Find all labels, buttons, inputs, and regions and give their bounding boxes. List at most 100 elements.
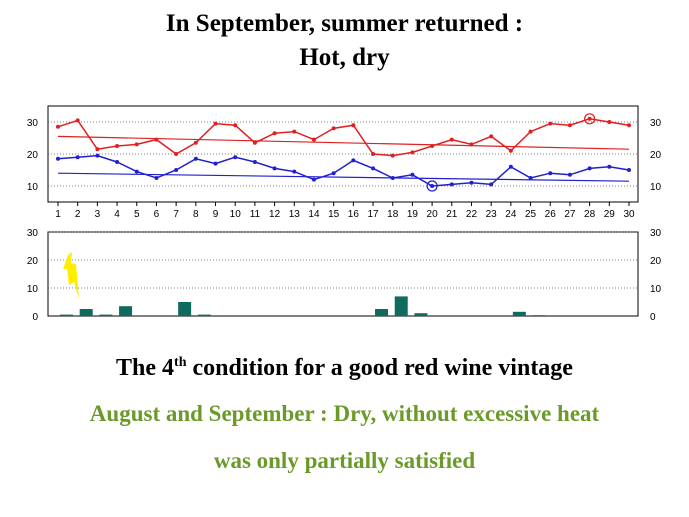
caption-line1: The 4th condition for a good red wine vi… bbox=[0, 355, 689, 382]
rain-y-tick-right: 30 bbox=[650, 228, 662, 239]
x-tick-label: 8 bbox=[193, 209, 199, 220]
temperature-point bbox=[213, 121, 218, 126]
temperature-point bbox=[489, 134, 494, 139]
lightning-icon bbox=[63, 252, 79, 299]
caption-line3: was only partially satisfied bbox=[213, 448, 476, 473]
x-tick-label: 4 bbox=[114, 209, 120, 220]
temperature-point bbox=[351, 123, 356, 128]
rain-bar bbox=[60, 314, 73, 316]
temperature-point bbox=[115, 160, 120, 164]
trend-line bbox=[57, 135, 630, 150]
rain-y-tick-left: 0 bbox=[32, 312, 38, 321]
temperature-point bbox=[548, 171, 553, 176]
temperature-point bbox=[272, 131, 277, 136]
rain-bar bbox=[532, 315, 546, 316]
rain-y-tick-right: 10 bbox=[650, 284, 662, 295]
caption-pre: The 4 bbox=[116, 355, 175, 381]
temperature-point bbox=[607, 120, 612, 124]
rain-y-tick-right: 0 bbox=[650, 312, 656, 321]
temperature-point bbox=[292, 169, 297, 174]
temperature-point bbox=[154, 176, 159, 180]
x-tick-label: 1 bbox=[55, 209, 61, 220]
x-tick-label: 7 bbox=[173, 209, 179, 220]
temperature-point bbox=[311, 137, 316, 142]
temperature-point bbox=[95, 147, 100, 152]
temperature-point bbox=[489, 182, 494, 187]
rain-y-tick-left: 10 bbox=[27, 284, 39, 295]
temperature-point bbox=[508, 164, 513, 169]
x-tick-label: 15 bbox=[328, 209, 340, 220]
temperature-point bbox=[548, 121, 553, 126]
highlight-circle bbox=[584, 113, 596, 125]
highlight-circle bbox=[426, 180, 438, 192]
x-tick-label: 13 bbox=[289, 209, 301, 220]
temperature-y-tick-right: 20 bbox=[650, 150, 662, 161]
x-tick-label: 23 bbox=[486, 209, 498, 220]
x-tick-label: 2 bbox=[75, 209, 81, 220]
rain-bar bbox=[178, 302, 192, 316]
temperature-point bbox=[174, 152, 179, 156]
x-tick-label: 9 bbox=[213, 209, 219, 220]
temperature-point bbox=[233, 123, 238, 128]
caption-post: condition for a good red wine vintage bbox=[186, 355, 573, 381]
temperature-point bbox=[469, 142, 474, 147]
x-tick-label: 5 bbox=[134, 209, 140, 220]
temperature-point bbox=[75, 155, 80, 160]
temperature-point bbox=[627, 168, 631, 172]
temperature-point bbox=[272, 166, 277, 171]
x-tick-label: 24 bbox=[505, 209, 517, 220]
temperature-point bbox=[95, 153, 100, 158]
temperature-point bbox=[587, 116, 592, 121]
temperature-point bbox=[292, 129, 297, 134]
rain-bar bbox=[119, 306, 133, 316]
temperature-point bbox=[311, 177, 316, 182]
x-tick-label: 10 bbox=[230, 209, 242, 220]
x-tick-label: 17 bbox=[367, 209, 379, 220]
temperature-point bbox=[252, 140, 257, 145]
rain-y-tick-left: 30 bbox=[27, 228, 39, 239]
x-tick-label: 18 bbox=[387, 209, 399, 220]
x-tick-label: 19 bbox=[407, 209, 419, 220]
x-tick-label: 14 bbox=[308, 209, 320, 220]
temperature-point bbox=[528, 176, 533, 180]
temperature-y-tick-left: 20 bbox=[27, 150, 39, 161]
caption-sup: th bbox=[174, 355, 187, 370]
temperature-point bbox=[75, 118, 80, 123]
temperature-point bbox=[390, 153, 395, 158]
x-tick-label: 22 bbox=[466, 209, 478, 220]
temperature-point bbox=[508, 148, 513, 153]
x-tick-label: 27 bbox=[564, 209, 576, 220]
rain-bar bbox=[197, 314, 211, 316]
temperature-point bbox=[115, 144, 120, 148]
rain-bar bbox=[512, 311, 526, 316]
rain-bar bbox=[79, 309, 93, 316]
x-tick-label: 30 bbox=[623, 209, 635, 220]
temperature-point bbox=[154, 137, 159, 142]
temperature-point bbox=[410, 150, 415, 155]
temperature-point bbox=[331, 126, 336, 131]
temperature-point bbox=[174, 168, 179, 172]
temperature-point bbox=[371, 166, 376, 171]
temperature-point bbox=[449, 137, 454, 142]
temperature-point bbox=[430, 184, 435, 188]
rain-bar bbox=[394, 296, 408, 316]
min-temperature-line bbox=[57, 154, 630, 187]
temperature-point bbox=[607, 164, 612, 169]
slide-title-line2: Hot, dry bbox=[299, 44, 390, 71]
x-tick-label: 20 bbox=[427, 209, 439, 220]
temperature-point bbox=[193, 156, 198, 161]
temperature-point bbox=[430, 144, 435, 148]
temperature-point bbox=[213, 161, 218, 166]
x-tick-label: 12 bbox=[269, 209, 281, 220]
temperature-point bbox=[528, 129, 533, 134]
temperature-point bbox=[56, 156, 60, 161]
temperature-point bbox=[410, 172, 415, 177]
rain-bar bbox=[99, 314, 113, 316]
temperature-point bbox=[469, 180, 474, 185]
max-temperature-line bbox=[57, 118, 630, 157]
temperature-point bbox=[627, 123, 631, 128]
caption-line2: August and September : Dry, without exce… bbox=[89, 401, 600, 426]
x-tick-label: 28 bbox=[584, 209, 596, 220]
trend-line bbox=[57, 172, 630, 182]
x-tick-label: 3 bbox=[95, 209, 101, 220]
